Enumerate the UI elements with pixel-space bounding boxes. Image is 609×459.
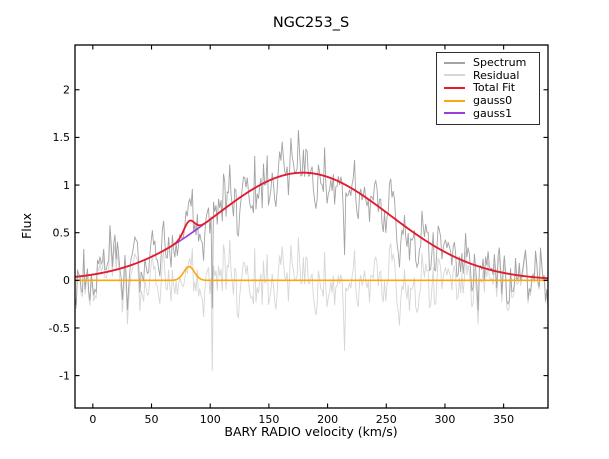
- x-tick-label: 150: [258, 413, 279, 426]
- legend-line-spectrum: [444, 61, 465, 64]
- legend-label-gauss1: gauss1: [473, 106, 513, 120]
- legend-item-residual: Residual: [444, 70, 533, 82]
- x-tick-label: 50: [145, 413, 159, 426]
- legend: Spectrum Residual Total Fit gauss0 gauss…: [436, 52, 540, 125]
- legend-line-gauss1: [444, 112, 465, 115]
- total-fit-line: [75, 171, 548, 280]
- ticks-group: 0 50 100 150 200 250 300 350 2 1.5 1 0.5 0 -0.5 -1: [49, 45, 548, 426]
- legend-label-gauss0: gauss0: [473, 94, 513, 108]
- x-tick-label: 200: [317, 413, 338, 426]
- x-tick-label: 250: [376, 413, 397, 426]
- legend-item-gauss0: gauss0: [444, 95, 533, 107]
- legend-item-spectrum: Spectrum: [444, 57, 533, 69]
- x-tick-label: 350: [493, 413, 514, 426]
- legend-item-total-fit: Total Fit: [444, 82, 533, 94]
- legend-label-total-fit: Total Fit: [473, 81, 516, 95]
- legend-line-residual: [444, 74, 465, 77]
- curves-group: [75, 129, 548, 371]
- x-tick-label: 100: [200, 413, 221, 426]
- y-tick-label: -1: [59, 369, 70, 382]
- plot-title: NGC253_S: [273, 15, 349, 31]
- legend-line-total-fit: [444, 86, 465, 89]
- gauss0-line: [75, 265, 548, 282]
- legend-line-gauss0: [444, 99, 465, 102]
- legend-label-residual: Residual: [473, 68, 520, 82]
- y-tick-label: -0.5: [49, 322, 70, 335]
- legend-label-spectrum: Spectrum: [473, 56, 527, 70]
- residual-line: [75, 234, 548, 371]
- y-tick-label: 2: [63, 84, 70, 97]
- y-axis-label: Flux: [19, 213, 34, 239]
- x-tick-label: 300: [434, 413, 455, 426]
- x-tick-label: 0: [89, 413, 96, 426]
- spectrum-line: [75, 129, 548, 311]
- x-axis-label: BARY RADIO velocity (km/s): [224, 424, 397, 439]
- y-tick-label: 0.5: [53, 226, 71, 239]
- y-tick-label: 1: [63, 179, 70, 192]
- gauss1-line: [75, 171, 548, 280]
- y-tick-label: 0: [63, 274, 70, 287]
- legend-item-gauss1: gauss1: [444, 107, 533, 119]
- axes-frame: [74, 44, 549, 409]
- y-tick-label: 1.5: [53, 131, 71, 144]
